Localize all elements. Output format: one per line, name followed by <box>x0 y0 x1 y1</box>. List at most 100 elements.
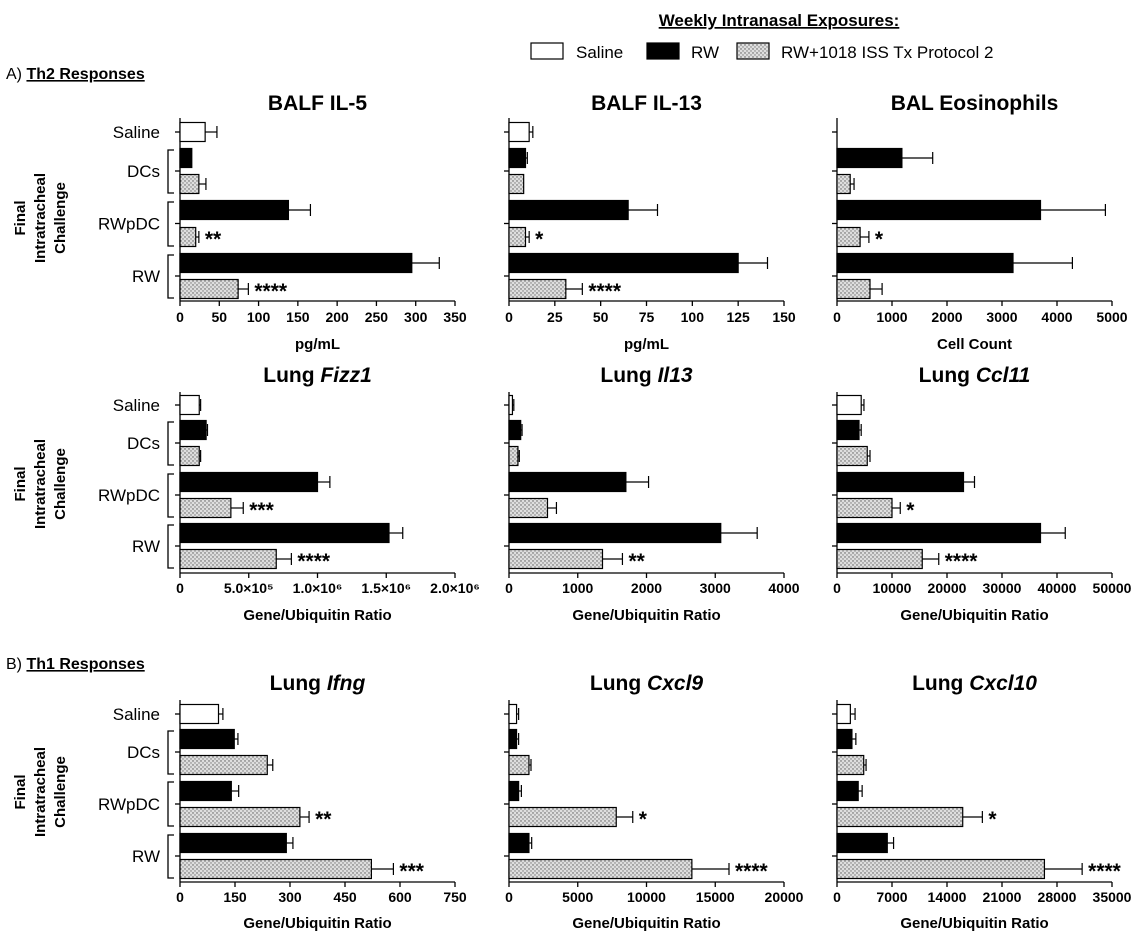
bar-dcs-rw-1018-iss-tx-protocol-2 <box>179 173 200 195</box>
bar-saline-saline <box>179 121 206 143</box>
x-tick-label: 100 <box>247 309 271 325</box>
significance-label: *** <box>399 860 424 883</box>
bar-saline-saline <box>508 121 530 143</box>
bar-rwpdc-rw <box>179 199 290 221</box>
chart-title-text: Lung <box>912 672 969 695</box>
x-tick-label: 1.0×10⁶ <box>293 580 343 596</box>
bar-dcs-rw <box>836 728 853 750</box>
section-label-th2: A) Th2 Responses <box>6 66 145 83</box>
x-tick-label: 350 <box>443 309 467 325</box>
x-axis-label: Gene/Ubiquitin Ratio <box>900 607 1048 624</box>
chart-title-gene: Ifng <box>327 672 366 695</box>
x-tick-label: 150 <box>223 889 247 905</box>
legend-label-saline: Saline <box>576 43 623 62</box>
x-tick-label: 25 <box>547 309 563 325</box>
x-tick-label: 2000 <box>631 580 662 596</box>
bar-dcs-rw <box>508 728 518 750</box>
chart-title: BAL Eosinophils <box>891 92 1059 115</box>
ylabel-line-1: Final <box>12 200 29 235</box>
x-tick-label: 4000 <box>1041 309 1072 325</box>
bar-rw-rw-1018-iss-tx-protocol-2 <box>179 858 372 880</box>
bar-rw-rw <box>836 832 888 854</box>
x-tick-label: 100 <box>681 309 705 325</box>
bar-dcs-rw <box>179 419 207 441</box>
ylabel-line-2: Intratracheal <box>32 439 49 529</box>
legend-label-iss: RW+1018 ISS Tx Protocol 2 <box>781 43 993 62</box>
x-tick-label: 0 <box>176 309 184 325</box>
x-tick-label: 0 <box>176 580 184 596</box>
bar-rwpdc-rw <box>179 471 319 493</box>
category-label-dcs: DCs <box>127 162 160 181</box>
chart-title: Lung Ccl11 <box>919 364 1031 387</box>
bar-rwpdc-rw-1018-iss-tx-protocol-2 <box>179 497 232 519</box>
bar-rwpdc-rw-1018-iss-tx-protocol-2 <box>179 226 197 248</box>
category-label-saline: Saline <box>113 123 160 142</box>
bar-rw-rw <box>836 522 1042 544</box>
legend-swatch-saline <box>530 42 564 60</box>
legend-swatch-iss <box>736 42 770 60</box>
legend: Weekly Intranasal Exposures: Saline RW R… <box>530 11 993 62</box>
chart-lung-cxcl10: Lung Cxcl10 0 7000 14000 21000 28000 35000 Gene… <box>832 672 1132 932</box>
x-axis-label: pg/mL <box>295 336 340 353</box>
bar-rw-rw-1018-iss-tx-protocol-2 <box>508 858 693 880</box>
bar-saline-saline <box>508 703 518 725</box>
x-axis-label: Gene/Ubiquitin Ratio <box>572 607 720 624</box>
category-label-dcs: DCs <box>127 743 160 762</box>
chart-title: Lung Il13 <box>600 364 693 387</box>
bar-rwpdc-rw <box>508 199 629 221</box>
x-axis-label: Cell Count <box>937 336 1012 353</box>
x-tick-label: 300 <box>278 889 302 905</box>
x-tick-label: 0 <box>505 889 513 905</box>
chart-title: Lung Cxcl9 <box>590 672 704 695</box>
bar-rwpdc-rw <box>179 780 232 802</box>
bar-rw-rw-1018-iss-tx-protocol-2 <box>508 548 604 570</box>
group-bracket <box>167 421 174 466</box>
chart-title-text: Lung <box>590 672 647 695</box>
ylabel-line-3: Challenge <box>52 448 69 520</box>
chart-bal-eosinophils: BAL Eosinophils 0 1000 2000 3000 4000 5000 Cell… <box>832 92 1128 353</box>
x-tick-label: 2000 <box>931 309 962 325</box>
significance-label: **** <box>1088 860 1122 883</box>
group-bracket <box>167 201 174 247</box>
bar-rwpdc-rw-1018-iss-tx-protocol-2 <box>508 226 527 248</box>
chart-title-gene: Fizz1 <box>320 364 371 387</box>
bar-dcs-rw-1018-iss-tx-protocol-2 <box>508 754 530 776</box>
x-tick-label: 125 <box>726 309 750 325</box>
bar-rwpdc-rw-1018-iss-tx-protocol-2 <box>508 806 617 828</box>
chart-title-gene: Cxcl10 <box>969 672 1037 695</box>
x-tick-label: 0 <box>833 580 841 596</box>
significance-label: * <box>988 808 997 831</box>
bar-rw-rw <box>508 832 530 854</box>
significance-label: * <box>639 808 648 831</box>
x-tick-label: 1000 <box>562 580 593 596</box>
section-prefix-th2: A) <box>6 66 26 83</box>
x-axis-label: Gene/Ubiquitin Ratio <box>243 915 391 932</box>
x-tick-label: 1000 <box>876 309 907 325</box>
x-tick-label: 5000 <box>1096 309 1127 325</box>
x-axis-label: Gene/Ubiquitin Ratio <box>572 915 720 932</box>
bar-saline-saline <box>179 394 200 416</box>
significance-label: ** <box>315 808 332 831</box>
bar-rw-rw-1018-iss-tx-protocol-2 <box>836 858 1046 880</box>
x-tick-label: 50 <box>211 309 227 325</box>
legend-label-rw: RW <box>691 43 719 62</box>
significance-label: ** <box>628 550 645 573</box>
chart-title-text: Lung <box>263 364 320 387</box>
bar-rw-rw-1018-iss-tx-protocol-2 <box>508 278 567 300</box>
significance-label: *** <box>249 499 274 522</box>
chart-lung-ccl11: Lung Ccl11 0 10000 20000 30000 40000 50000 Gene… <box>832 364 1132 624</box>
x-tick-label: 20000 <box>928 580 967 596</box>
bar-rw-rw <box>179 252 413 274</box>
chart-title-text: BALF IL-13 <box>591 92 702 115</box>
bar-rwpdc-rw-1018-iss-tx-protocol-2 <box>836 226 861 248</box>
x-tick-label: 21000 <box>983 889 1022 905</box>
x-tick-label: 15000 <box>696 889 735 905</box>
x-tick-label: 0 <box>833 889 841 905</box>
ylabel-line-3: Challenge <box>52 756 69 828</box>
significance-label: **** <box>945 550 979 573</box>
significance-label: **** <box>735 860 769 883</box>
bar-rwpdc-rw <box>836 471 965 493</box>
bar-rw-rw <box>508 252 739 274</box>
bar-dcs-rw-1018-iss-tx-protocol-2 <box>508 445 519 467</box>
